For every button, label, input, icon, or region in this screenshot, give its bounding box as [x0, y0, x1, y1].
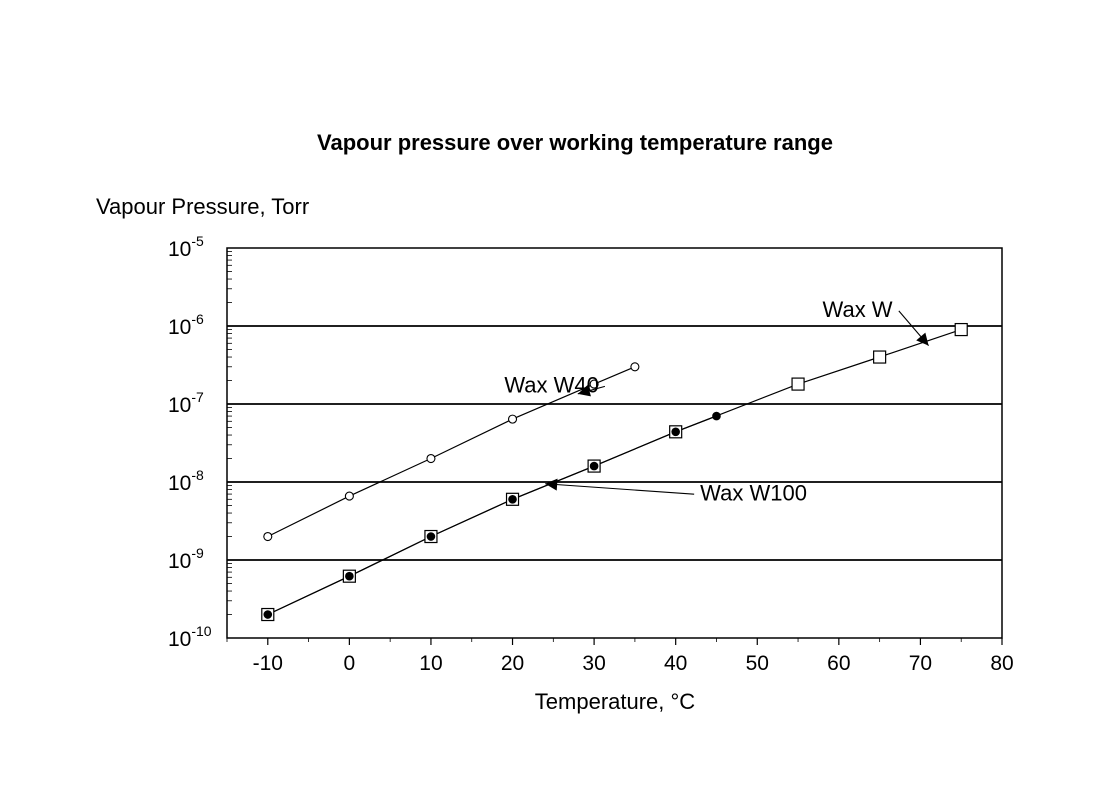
data-point-square	[954, 322, 968, 337]
annotation-arrow	[545, 478, 695, 495]
series-lines	[267, 329, 962, 616]
data-point-filled-circle	[426, 532, 436, 541]
annotations: Wax W40 Wax W100 Wax W	[504, 297, 929, 505]
x-tick-label: 10	[419, 652, 442, 675]
data-point-open-circle	[589, 379, 599, 389]
x-tick-label: 60	[827, 652, 850, 675]
data-point-open-circle	[263, 531, 273, 542]
series-markers	[261, 322, 968, 622]
series-line	[267, 329, 962, 616]
data-point-open-circle	[630, 362, 640, 372]
y-tick-label: 10-9	[168, 545, 204, 573]
series-line	[267, 366, 636, 538]
y-tick-label: 10-10	[168, 623, 212, 651]
data-point-open-circle	[426, 453, 436, 464]
annotation-arrow	[898, 310, 929, 346]
annotation-label: Wax W40	[504, 373, 599, 398]
data-point-filled-circle	[712, 411, 721, 421]
x-tick-label: 40	[664, 652, 687, 675]
x-tick-label: 30	[582, 652, 605, 675]
x-tick-label: -10	[253, 652, 283, 675]
x-tick-label: 20	[501, 652, 524, 675]
x-tick-label: 0	[344, 652, 356, 675]
data-point-filled-circle	[671, 427, 680, 437]
data-point-square	[791, 377, 805, 391]
data-point-square	[873, 350, 887, 364]
data-point-filled-circle	[589, 461, 599, 471]
y-tick-label: 10-5	[168, 233, 204, 261]
annotation-label: Wax W	[823, 297, 893, 322]
annotation-arrow	[577, 384, 606, 397]
data-point-filled-circle	[508, 495, 517, 504]
x-tick-label: 80	[990, 652, 1013, 675]
x-tick-label: 50	[746, 652, 769, 675]
x-tick-label: 70	[909, 652, 932, 675]
data-point-open-circle	[507, 414, 518, 424]
data-point-open-circle	[344, 491, 354, 501]
plot-frame	[226, 247, 1003, 639]
data-point-filled-circle	[263, 610, 273, 619]
annotation-label: Wax W100	[700, 480, 807, 505]
data-point-filled-circle	[345, 571, 354, 581]
y-tick-label: 10-7	[168, 389, 204, 417]
chart-title: Vapour pressure over working temperature…	[317, 130, 833, 155]
gridlines	[227, 325, 1002, 561]
series-line	[267, 415, 717, 616]
y-axis-label: Vapour Pressure, Torr	[96, 194, 309, 219]
y-tick-label: 10-6	[168, 311, 204, 339]
y-tick-label: 10-8	[168, 467, 204, 495]
x-axis-label: Temperature, °C	[535, 689, 696, 714]
